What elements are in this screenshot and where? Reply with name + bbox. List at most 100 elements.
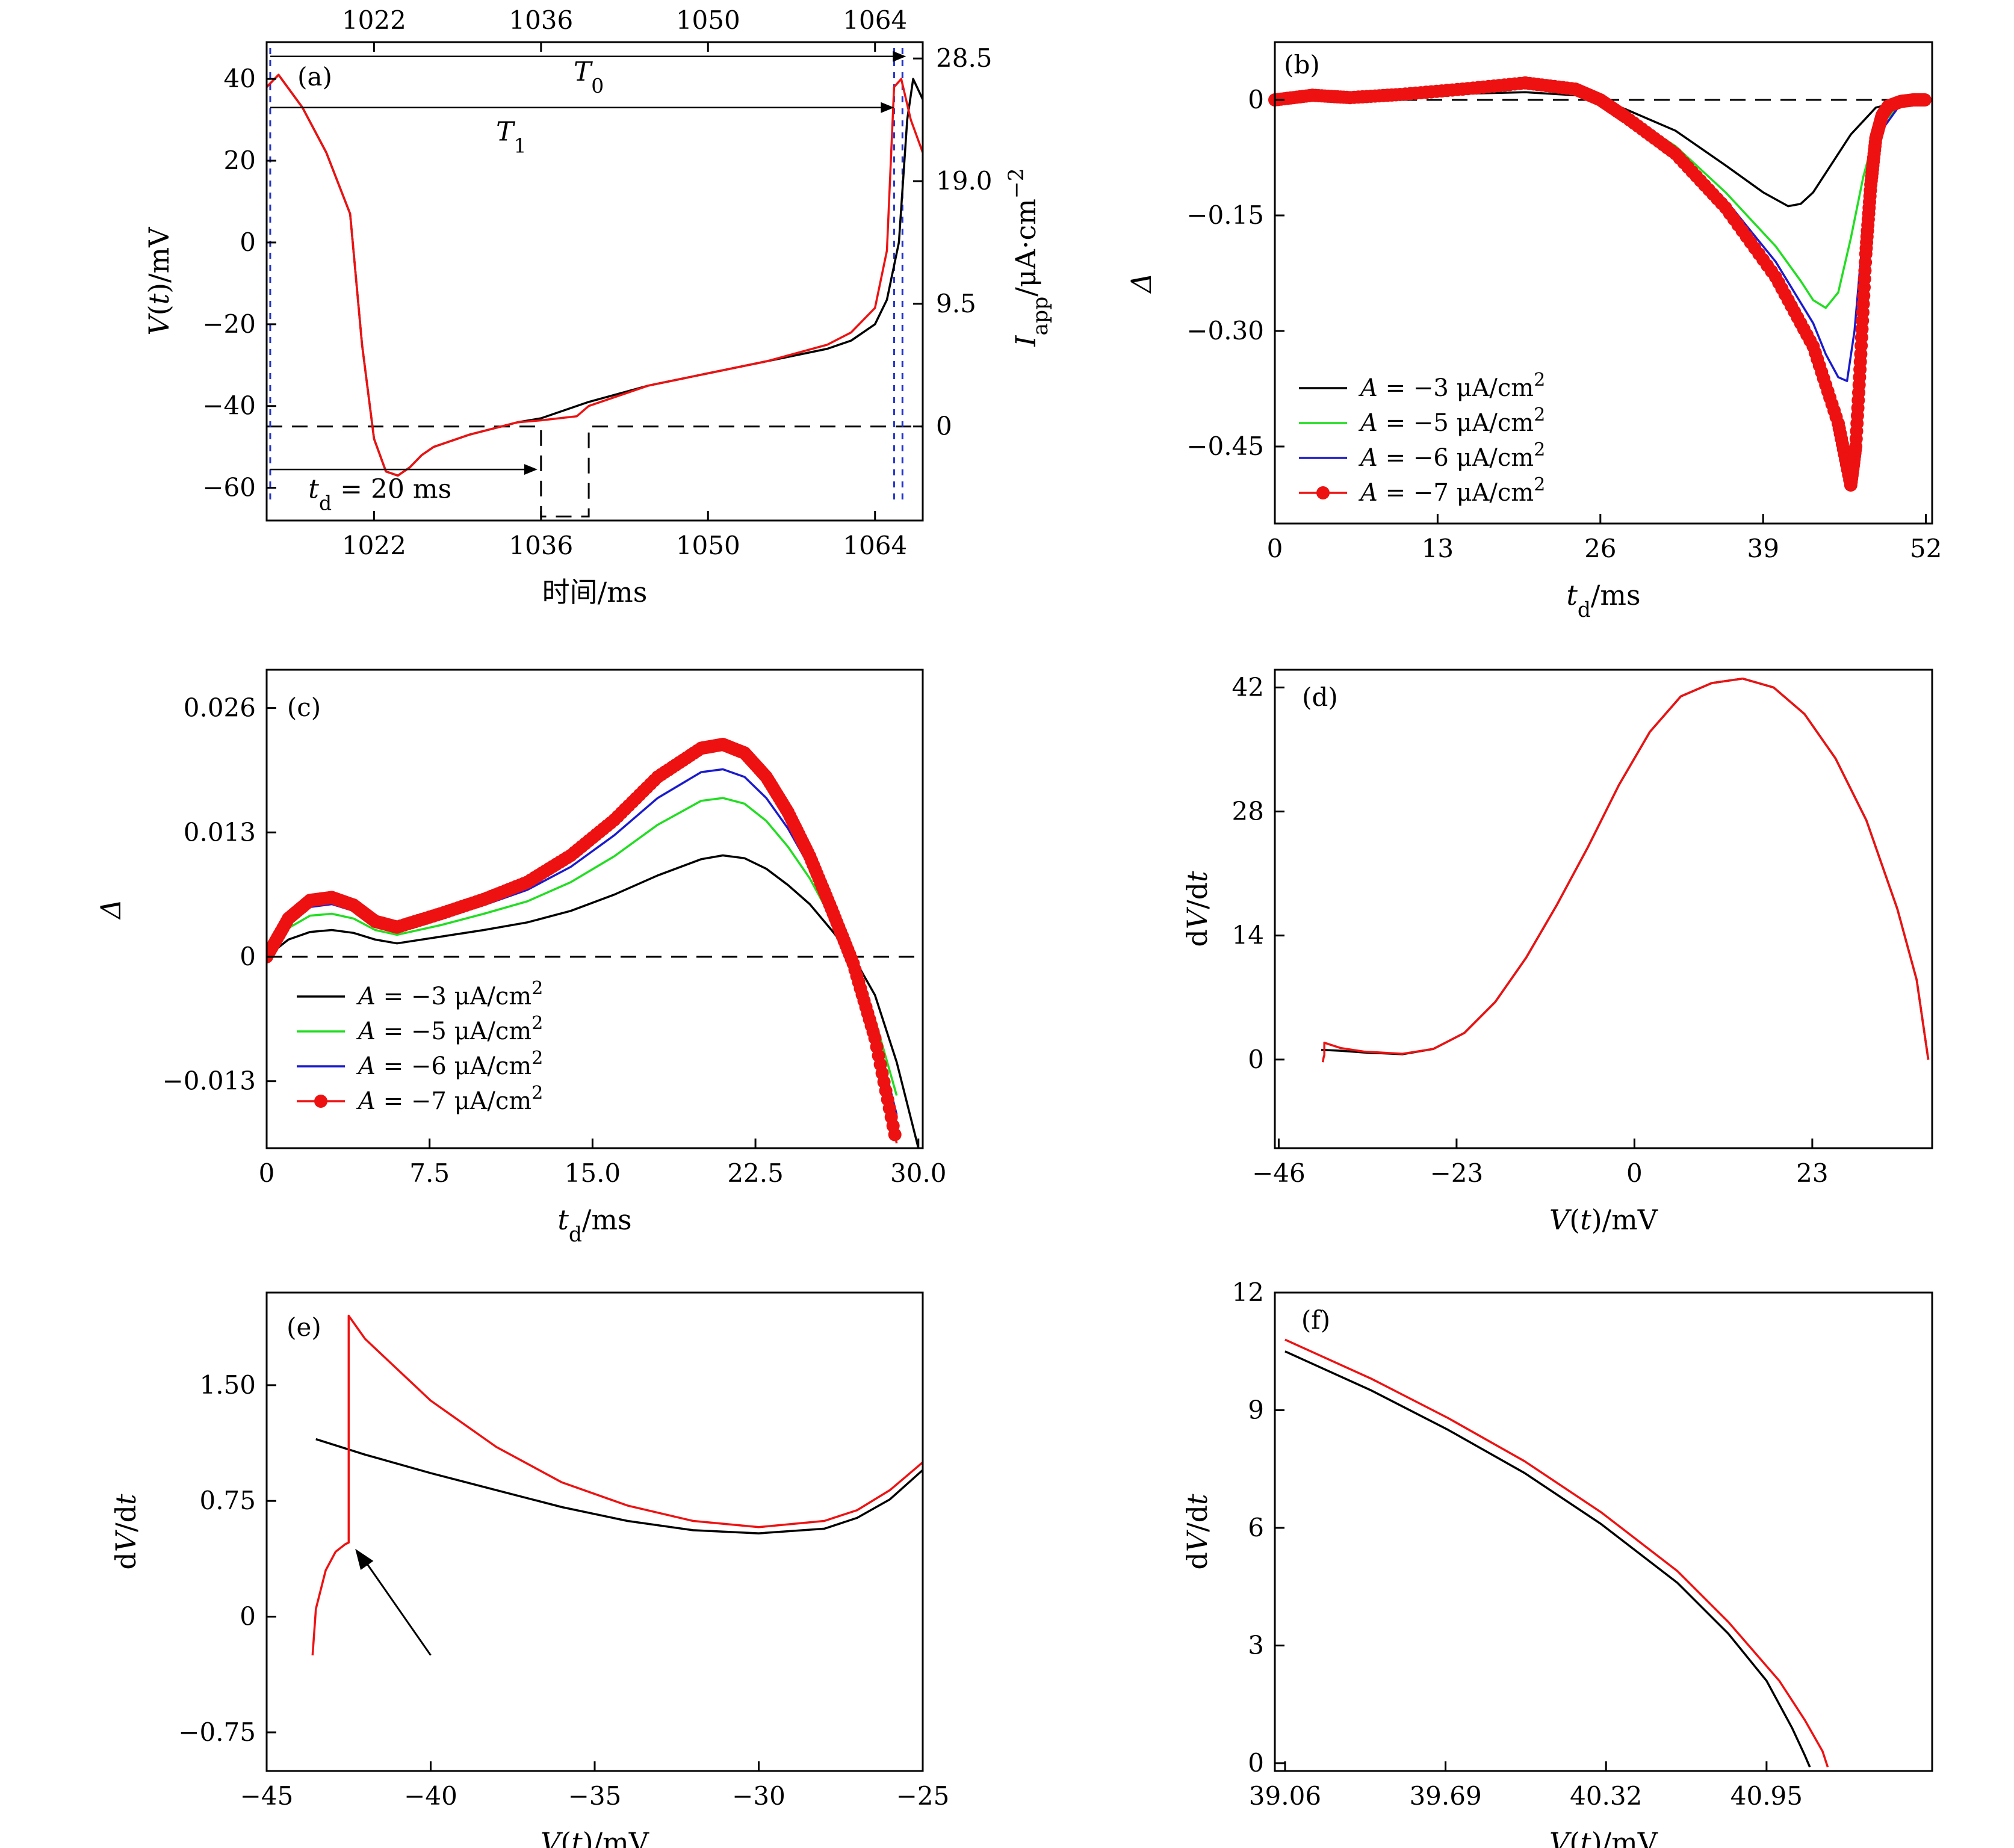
- panel-a-ytick-right-label: 0: [936, 412, 952, 441]
- panel-c-xtick-label: 22.5: [727, 1158, 784, 1188]
- panel-a-ytick-label: −20: [202, 309, 256, 339]
- panel-d-tag: (d): [1302, 682, 1338, 712]
- panel-c-ytick-label: 0.026: [184, 693, 256, 723]
- panel-b-ytick-label: −0.45: [1186, 431, 1264, 461]
- annotation-arrow-head: [355, 1548, 374, 1570]
- panel-b-legend-label: A = −6 μA/cm2: [1358, 439, 1545, 472]
- T0-label: T0: [574, 57, 604, 97]
- panel-c-xtick-label: 7.5: [409, 1158, 450, 1188]
- panel-d-frame: [1274, 669, 1933, 1149]
- panel-f-ytick-label: 3: [1248, 1630, 1264, 1660]
- panel-e-xtick-label: −45: [240, 1781, 294, 1811]
- panel-f-ytick-label: 6: [1248, 1513, 1264, 1542]
- panel-a-frame: [265, 41, 924, 522]
- panel-a-xtick-top-label: 1050: [676, 5, 740, 35]
- panel-e-xtick-label: −25: [896, 1781, 950, 1811]
- panel-a-ytick-label: −40: [202, 391, 256, 421]
- panel-a-ytick-label: 40: [224, 64, 256, 93]
- panel-c-ytick-label: 0.013: [184, 817, 256, 847]
- panel-b-ytick-label: −0.30: [1186, 316, 1264, 345]
- phase-curve-unperturbed: [1321, 677, 1930, 1060]
- panel-b-ytick-label: 0: [1248, 85, 1264, 114]
- stimulus-line: [267, 425, 923, 518]
- panel-d-ytick-label: 42: [1232, 672, 1264, 702]
- panel-a-ytick-label: 0: [240, 227, 256, 257]
- panel-d-ytick-label: 14: [1232, 921, 1264, 950]
- panel-c-ylabel: Δ: [95, 899, 127, 920]
- series-line: [1274, 84, 1926, 382]
- panel-a-xtick-label: 1064: [843, 531, 907, 560]
- panel-b-frame: [1274, 41, 1933, 525]
- panel-c-xlabel: td/ms: [557, 1204, 631, 1247]
- panel-f-ytick-label: 9: [1248, 1395, 1264, 1424]
- panel-b-xtick-label: 13: [1422, 534, 1454, 563]
- td-label: td = 20 ms: [308, 474, 451, 515]
- phase-curve-unperturbed: [315, 1438, 924, 1534]
- arrow-head: [524, 464, 538, 475]
- panel-a-ytick-right-label: 28.5: [936, 43, 993, 73]
- series-marker: [888, 1128, 902, 1142]
- panel-e-xlabel: V(t)/mV: [541, 1826, 649, 1848]
- panel-e-ytick-label: 0.75: [199, 1486, 256, 1515]
- panel-f-xtick-label: 39.69: [1409, 1781, 1481, 1811]
- panel-a-ytick-label: −60: [202, 473, 256, 502]
- annotation-arrow: [361, 1556, 432, 1656]
- panel-d-xtick-label: 0: [1626, 1158, 1643, 1188]
- panel-b-legend-label: A = −3 μA/cm2: [1358, 369, 1545, 403]
- panel-f-xtick-label: 40.95: [1730, 1781, 1803, 1811]
- panel-e-ytick-label: −0.75: [178, 1717, 256, 1747]
- panel-e-xtick-label: −30: [732, 1781, 785, 1811]
- panel-c-legend-label: A = −3 μA/cm2: [356, 978, 543, 1011]
- panel-a-ytick-label: 20: [224, 146, 256, 175]
- panel-b-ylabel: Δ: [1125, 273, 1157, 294]
- panel-a-xtick-label: 1050: [676, 531, 740, 560]
- panel-d-ytick-label: 0: [1248, 1045, 1264, 1074]
- series-marker: [1918, 93, 1932, 107]
- panel-b-legend-label: A = −7 μA/cm2: [1358, 474, 1545, 507]
- panel-a-xtick-top-label: 1036: [509, 5, 573, 35]
- panel-e: −45 −40 −35 −30 −25 1.50 0.75 0 −0.75 (e) V(t)/mV d…: [110, 1291, 950, 1848]
- panel-c-ytick-label: 0: [240, 942, 256, 971]
- panel-f-ytick-label: 0: [1248, 1748, 1264, 1778]
- panel-c-legend-label: A = −6 μA/cm2: [356, 1048, 543, 1081]
- panel-a-xtick-label: 1036: [509, 531, 573, 560]
- panel-e-ylabel: dV/dt: [110, 1494, 142, 1570]
- voltage-trace-perturbed: [265, 73, 924, 477]
- series-line: [1274, 86, 1926, 309]
- series-line: [267, 797, 898, 1096]
- voltage-trace-unperturbed: [265, 73, 924, 477]
- panel-c: 0 7.5 15.0 22.5 30.0 0.026 0.013 0 −0.013 (c) A = …: [95, 669, 947, 1247]
- panel-a: 1022 1036 1050 1064 1022 1036 1050 1064 40 20 0 −20…: [143, 5, 1053, 608]
- panel-f-xlabel: V(t)/mV: [1549, 1826, 1658, 1848]
- panel-b: 0 13 26 39 52 0 −0.15 −0.30 −0.45 (b) A = −3 μA/cm…: [1125, 41, 1942, 622]
- panel-b-legend-marker: [1316, 486, 1330, 499]
- panel-e-ytick-label: 0: [240, 1602, 256, 1631]
- panel-a-ytick-right-label: 19.0: [936, 166, 993, 196]
- panel-c-legend-label: A = −7 μA/cm2: [356, 1083, 543, 1116]
- phase-curve-perturbed: [1321, 677, 1930, 1063]
- panel-c-xtick-label: 15.0: [565, 1158, 621, 1188]
- panel-b-xtick-label: 52: [1910, 534, 1942, 563]
- panel-b-xtick-label: 26: [1584, 534, 1616, 563]
- panel-d-ytick-label: 28: [1232, 797, 1264, 826]
- panel-f-ylabel: dV/dt: [1181, 1494, 1213, 1570]
- arrow-head: [881, 102, 894, 113]
- panel-e-ytick-label: 1.50: [199, 1370, 256, 1400]
- panel-b-xtick-label: 39: [1747, 534, 1779, 563]
- panel-a-tag: (a): [297, 62, 332, 91]
- panel-a-xtick-top-label: 1064: [843, 5, 907, 35]
- panel-d-xtick-label: −23: [1430, 1158, 1484, 1188]
- panel-a-xtick-top-label: 1022: [342, 5, 406, 35]
- panel-c-legend-label: A = −5 μA/cm2: [356, 1013, 543, 1046]
- phase-curve-perturbed: [311, 1314, 924, 1655]
- phase-curve-perturbed: [1284, 1338, 1829, 1768]
- panel-d-xtick-label: 23: [1796, 1158, 1828, 1188]
- panel-b-xtick-label: 0: [1267, 534, 1283, 563]
- panel-c-tag: (c): [287, 693, 321, 722]
- panel-f-tag: (f): [1301, 1305, 1330, 1335]
- panel-f-xtick-label: 39.06: [1249, 1781, 1321, 1811]
- T1-label: T1: [496, 117, 526, 158]
- panel-a-ylabel-right: Iapp/μA·cm−2: [1005, 168, 1053, 347]
- panel-f-xtick-label: 40.32: [1570, 1781, 1642, 1811]
